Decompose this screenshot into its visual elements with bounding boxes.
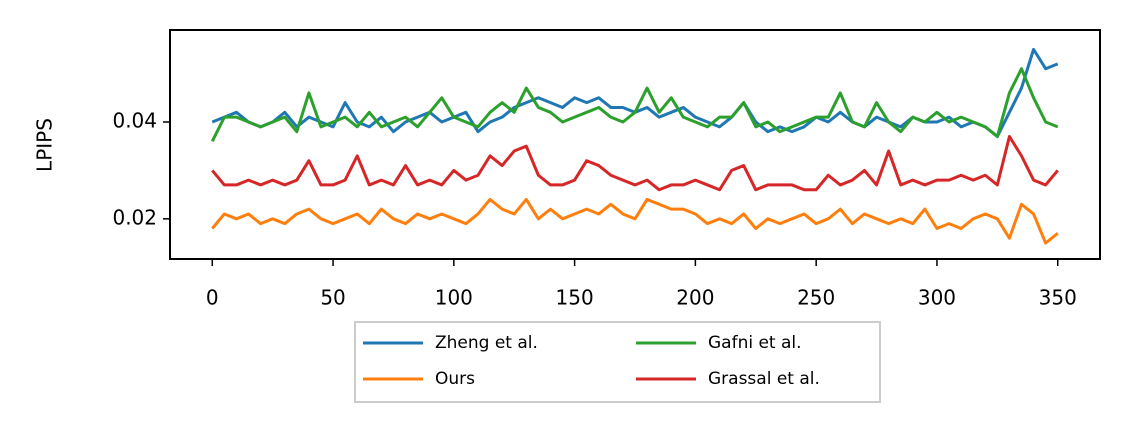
- x-tick-label: 0: [206, 286, 219, 310]
- series-line: [211, 47, 1059, 139]
- x-tick-label: 50: [320, 286, 345, 310]
- x-tick-label: 350: [1039, 286, 1077, 310]
- legend-label: Gafni et al.: [708, 333, 802, 353]
- y-tick-label: 0.04: [112, 108, 157, 132]
- y-axis-label: LPIPS: [33, 118, 57, 172]
- y-tick-label: 0.02: [112, 205, 157, 229]
- series-line: [210, 67, 1059, 143]
- series-line: [211, 135, 1059, 192]
- series-line: [211, 197, 1059, 245]
- legend-frame: [354, 321, 881, 403]
- x-tick-label: 300: [918, 286, 956, 310]
- x-tick-label: 200: [676, 286, 714, 310]
- x-tick-label: 100: [435, 286, 473, 310]
- legend-label: Ours: [435, 369, 475, 389]
- x-tick-label: 150: [556, 286, 594, 310]
- legend-label: Grassal et al.: [708, 369, 820, 389]
- x-tick-label: 250: [797, 286, 835, 310]
- legend: Zheng et al. Ours Gafni et al. Grassal et a…: [354, 321, 881, 403]
- legend-label: Zheng et al.: [435, 333, 538, 353]
- plot-frame: [169, 29, 1101, 260]
